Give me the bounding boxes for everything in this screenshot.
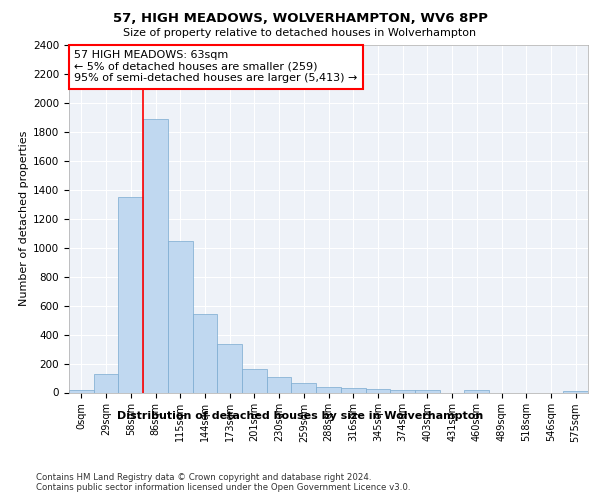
- Text: 57 HIGH MEADOWS: 63sqm
← 5% of detached houses are smaller (259)
95% of semi-det: 57 HIGH MEADOWS: 63sqm ← 5% of detached …: [74, 50, 358, 84]
- Bar: [168, 241, 193, 392]
- Bar: [118, 197, 143, 392]
- Bar: [390, 390, 415, 392]
- Bar: [267, 376, 292, 392]
- Bar: [563, 391, 588, 392]
- Bar: [69, 390, 94, 392]
- Bar: [464, 390, 489, 392]
- Bar: [316, 386, 341, 392]
- Y-axis label: Number of detached properties: Number of detached properties: [19, 131, 29, 306]
- Bar: [143, 119, 168, 392]
- Text: 57, HIGH MEADOWS, WOLVERHAMPTON, WV6 8PP: 57, HIGH MEADOWS, WOLVERHAMPTON, WV6 8PP: [113, 12, 487, 26]
- Text: Distribution of detached houses by size in Wolverhampton: Distribution of detached houses by size …: [117, 411, 483, 421]
- Bar: [341, 388, 365, 392]
- Text: Size of property relative to detached houses in Wolverhampton: Size of property relative to detached ho…: [124, 28, 476, 38]
- Bar: [415, 390, 440, 392]
- Bar: [365, 389, 390, 392]
- Bar: [193, 314, 217, 392]
- Bar: [292, 383, 316, 392]
- Bar: [242, 368, 267, 392]
- Text: Contains HM Land Registry data © Crown copyright and database right 2024.
Contai: Contains HM Land Registry data © Crown c…: [36, 472, 410, 492]
- Bar: [94, 374, 118, 392]
- Bar: [217, 344, 242, 393]
